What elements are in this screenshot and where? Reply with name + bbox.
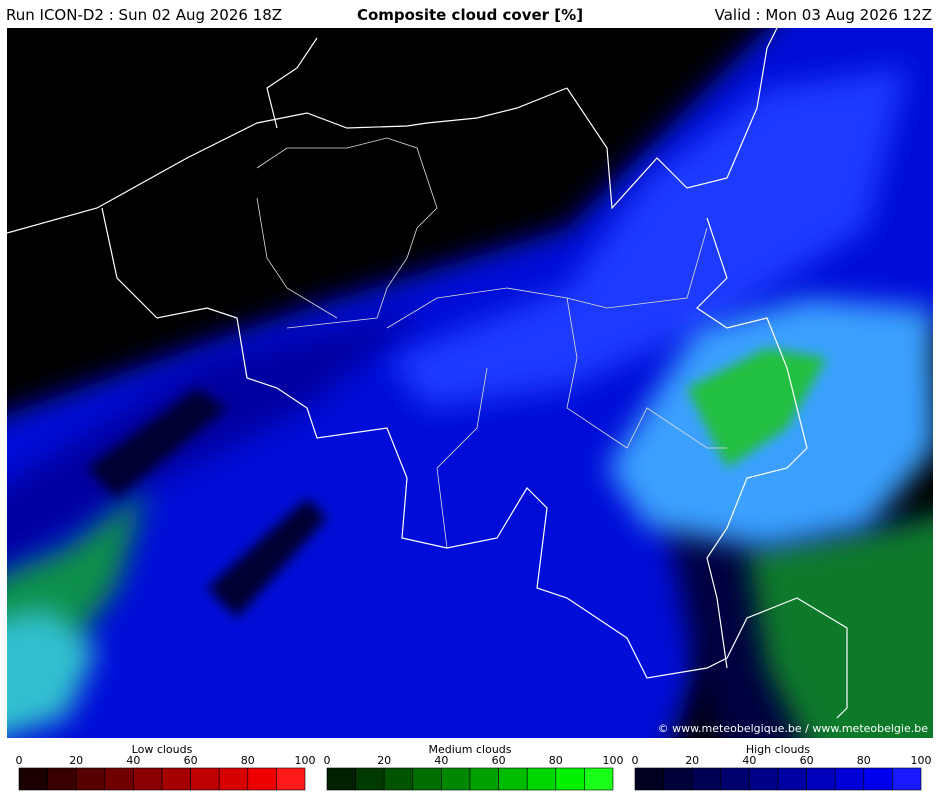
legend-tick: 60: [800, 754, 814, 767]
color-swatch: [441, 767, 471, 791]
color-swatch: [584, 767, 614, 791]
color-swatch: [218, 767, 249, 791]
borders: [7, 28, 848, 719]
cloud-map: [7, 28, 933, 738]
color-swatch: [526, 767, 557, 791]
legend-tick: 0: [324, 754, 331, 767]
color-swatch: [104, 767, 134, 791]
color-swatch: [720, 767, 750, 791]
legend-tick: 100: [603, 754, 624, 767]
run-info: Run ICON-D2 : Sun 02 Aug 2026 18Z: [6, 6, 283, 24]
legend-tick: 60: [492, 754, 506, 767]
legend-tick: 80: [241, 754, 255, 767]
province-borders: [256, 137, 727, 549]
color-swatch: [555, 767, 585, 791]
valid-time: Valid : Mon 03 Aug 2026 12Z: [714, 6, 932, 24]
legend-tick: 40: [126, 754, 140, 767]
color-swatch: [276, 767, 306, 791]
legend-tick: 40: [434, 754, 448, 767]
color-swatch: [18, 767, 48, 791]
legend-tick: 20: [377, 754, 391, 767]
color-swatch: [133, 767, 163, 791]
color-swatch: [190, 767, 220, 791]
color-swatch: [47, 767, 77, 791]
color-swatch: [75, 767, 106, 791]
legend-tick: 0: [16, 754, 23, 767]
legend-tick: 80: [549, 754, 563, 767]
legend-tick: 0: [632, 754, 639, 767]
color-swatch: [383, 767, 414, 791]
color-swatch: [834, 767, 865, 791]
legend-tick: 60: [184, 754, 198, 767]
color-swatch: [863, 767, 893, 791]
color-swatch: [777, 767, 807, 791]
color-swatch: [498, 767, 528, 791]
legend-tick: 20: [685, 754, 699, 767]
legend-title: Medium clouds: [429, 743, 512, 756]
color-swatch: [469, 767, 499, 791]
color-swatch: [691, 767, 722, 791]
color-swatch: [663, 767, 693, 791]
color-swatch: [892, 767, 922, 791]
color-swatch: [749, 767, 779, 791]
color-swatch: [326, 767, 356, 791]
legends: Low clouds 0 20 40 60 80 100 Medium clouds 0 20 40…: [16, 743, 932, 791]
color-swatch: [355, 767, 385, 791]
color-swatch: [412, 767, 442, 791]
color-swatch: [806, 767, 836, 791]
legend-title: Low clouds: [132, 743, 193, 756]
color-swatch: [161, 767, 191, 791]
legend-tick: 40: [742, 754, 756, 767]
color-swatch: [247, 767, 277, 791]
legend-tick: 100: [911, 754, 932, 767]
legend-tick: 100: [295, 754, 316, 767]
map-title: Composite cloud cover [%]: [356, 6, 584, 24]
legend-tick: 80: [857, 754, 871, 767]
credit: © www.meteobelgique.be / www.meteobelgie…: [657, 722, 928, 735]
legend-title: High clouds: [746, 743, 811, 756]
color-swatch: [634, 767, 664, 791]
legend-tick: 20: [69, 754, 83, 767]
